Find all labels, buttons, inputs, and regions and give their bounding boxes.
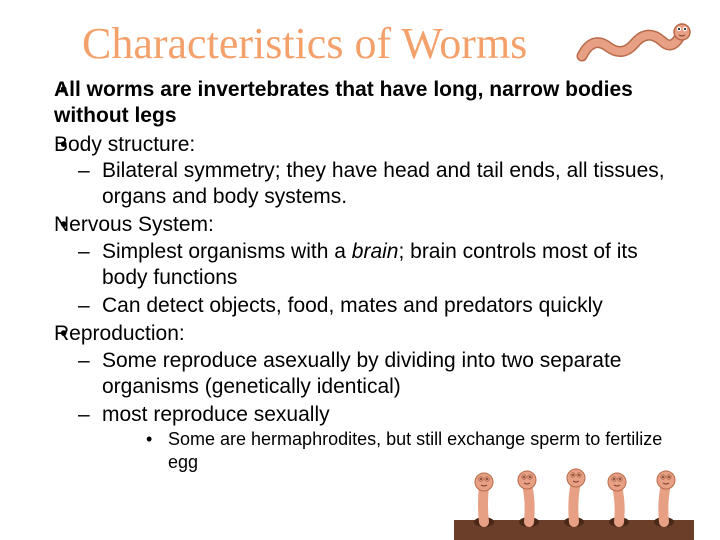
bullet-brain: Simplest organisms with a brain; brain c… — [78, 239, 680, 292]
worm-group-icon — [454, 464, 694, 540]
bullet-bilateral: Bilateral symmetry; they have head and t… — [78, 158, 680, 211]
bullet-sexual: most reproduce sexually Some are hermaph… — [78, 402, 680, 473]
worm-top-icon — [572, 6, 702, 86]
bullet-intro: All worms are invertebrates that have lo… — [30, 77, 680, 130]
bullet-body-structure: Body structure: Bilateral symmetry; they… — [30, 132, 680, 211]
bullet-asexual: Some reproduce asexually by dividing int… — [78, 348, 680, 401]
content-area: All worms are invertebrates that have lo… — [0, 77, 720, 473]
bullet-detect: Can detect objects, food, mates and pred… — [78, 293, 680, 319]
bullet-reproduction: Reproduction: Some reproduce asexually b… — [30, 321, 680, 473]
bullet-nervous: Nervous System: Simplest organisms with … — [30, 212, 680, 319]
